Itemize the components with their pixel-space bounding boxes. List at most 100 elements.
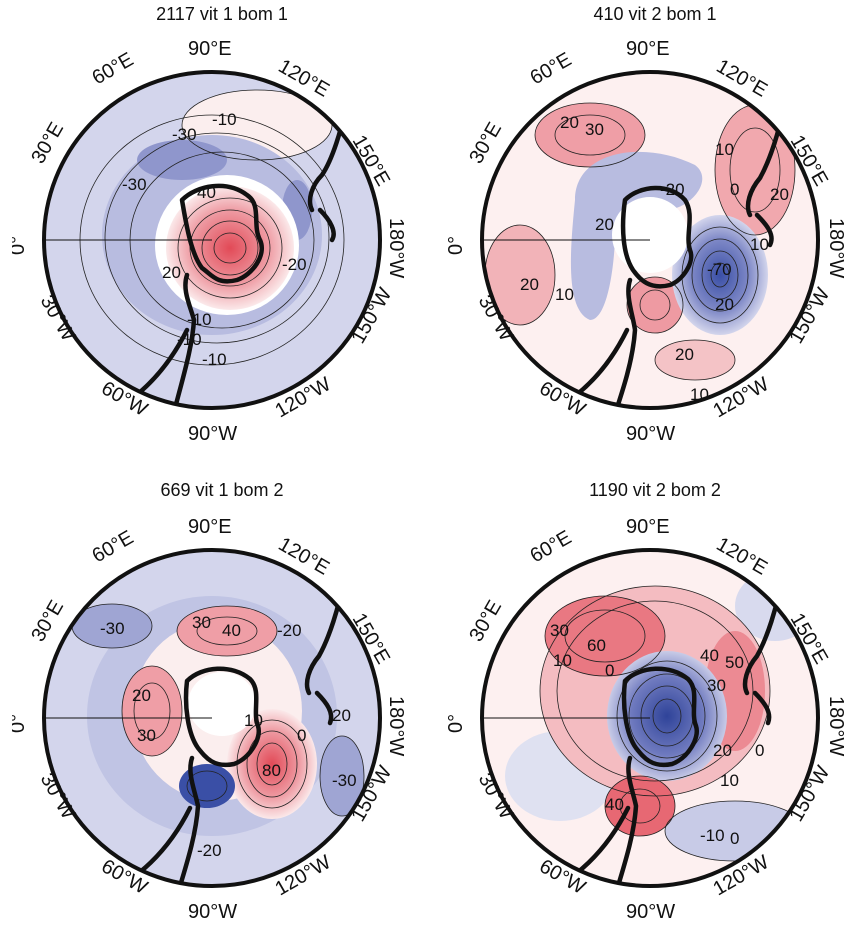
lon-label-0: 0° (12, 236, 29, 255)
contour-label: -20 (197, 841, 222, 860)
panel-title: 410 vit 2 bom 1 (593, 4, 717, 24)
contour-label: 20 (332, 706, 351, 725)
contour-label: -10 (212, 110, 237, 129)
map-panel-4: 1190 vit 2 bom 2 (445, 476, 865, 931)
contour-label: -30 (332, 771, 357, 790)
contour-label: 10 (244, 711, 263, 730)
contour-label: 20 (162, 263, 181, 282)
contour-label: 10 (720, 771, 739, 790)
positive-anomaly (627, 277, 683, 333)
contour-label: 10 (553, 651, 572, 670)
map-frame (480, 548, 820, 888)
contour-label: 0 (730, 180, 739, 199)
contour-label: 20 (520, 275, 539, 294)
negative-core (72, 604, 152, 648)
contour-labels: -30 30 40 -20 20 30 10 80 0 20 -30 -20 (100, 613, 357, 860)
positive-anomaly (535, 103, 645, 167)
lon-label-90e: 90°E (188, 38, 232, 60)
contour-label: 20 (132, 686, 151, 705)
map-panel-3: 669 vit 1 bom 2 (12, 476, 432, 931)
zero-ring (612, 197, 688, 273)
contour-label: 50 (725, 653, 744, 672)
lon-label-90w: 90°W (188, 423, 237, 445)
positive-anomaly (485, 225, 555, 325)
lon-label-0: 0° (445, 714, 467, 733)
contour-label: 20 (595, 215, 614, 234)
contour-label: 80 (262, 761, 281, 780)
contour-label: 40 (605, 795, 624, 814)
panel-title: 2117 vit 1 bom 1 (156, 4, 288, 24)
contour-label: -20 (282, 255, 307, 274)
contour-label: 40 (197, 183, 216, 202)
negative-core (137, 140, 227, 180)
contour-label: 40 (222, 621, 241, 640)
contour-label: 20 (715, 295, 734, 314)
map-frame (42, 70, 382, 410)
lon-label-0: 0° (445, 236, 467, 255)
contour-label: 30 (192, 613, 211, 632)
contour-label: 20 (675, 345, 694, 364)
contour-label: 10 (555, 285, 574, 304)
polar-map: 10 60 30 0 40 50 30 20 0 10 40 -10 0 90°… (445, 516, 847, 923)
contour-label: 30 (137, 726, 156, 745)
lon-label-180w: 180°W (825, 218, 847, 278)
contour-label: 40 (700, 646, 719, 665)
lon-label-60e: 60°E (527, 526, 576, 567)
contour-label: 20 (713, 741, 732, 760)
panel-title: 669 vit 1 bom 2 (160, 480, 284, 500)
positive-anomaly (655, 340, 735, 380)
panel-title: 1190 vit 2 bom 2 (589, 480, 721, 500)
map-panel-1: 2117 vit 1 bom 1 (12, 0, 432, 455)
positive-core (227, 709, 317, 819)
lon-label-180w: 180°W (385, 696, 407, 756)
lon-label-90w: 90°W (626, 423, 675, 445)
polar-map: -10 -30 -30 40 20 -20 -10 -10 -10 90°E 6… (12, 38, 407, 445)
map-panel-2: 410 vit 2 bom 1 (445, 0, 865, 455)
contour-label: -10 (202, 350, 227, 369)
contour-label: 30 (550, 621, 569, 640)
negative-anomaly (570, 151, 703, 320)
negative-core (672, 215, 768, 335)
contour-label: 30 (585, 120, 604, 139)
contour-label: 60 (587, 636, 606, 655)
contour-label: -10 (187, 310, 212, 329)
lon-label-90e: 90°E (626, 38, 670, 60)
contour-labels: 10 60 30 0 40 50 30 20 0 10 40 -10 0 (550, 621, 764, 848)
lon-label-180w: 180°W (385, 218, 407, 278)
contour-label: 20 (560, 113, 579, 132)
contour-label: -10 (700, 826, 725, 845)
contour-label: 10 (750, 235, 769, 254)
polar-map: 20 30 10 0 20 -20 20 10 -70 20 10 20 20 … (445, 38, 847, 445)
lon-label-180w: 180°W (825, 696, 847, 756)
lon-label-60e: 60°E (89, 526, 138, 567)
positive-core (166, 186, 294, 310)
contour-label: 0 (605, 661, 614, 680)
lon-label-90w: 90°W (188, 901, 237, 923)
lon-label-60e: 60°E (89, 48, 138, 89)
contour-label: 0 (730, 829, 739, 848)
polar-map: -30 30 40 -20 20 30 10 80 0 20 -30 -20 9… (12, 516, 407, 923)
positive-anomaly (177, 606, 277, 656)
contour-label: 10 (715, 140, 734, 159)
contour-label: -10 (177, 330, 202, 349)
map-frame (480, 70, 820, 410)
zero-ring (188, 672, 256, 736)
contour-labels: -10 -30 -30 40 20 -20 -10 -10 -10 (122, 110, 307, 369)
lon-label-90e: 90°E (188, 516, 232, 538)
lon-label-90w: 90°W (626, 901, 675, 923)
lon-label-90e: 90°E (626, 516, 670, 538)
contour-label: 0 (297, 726, 306, 745)
contour-labels: 20 30 10 0 20 -20 20 10 -70 20 10 20 20 … (520, 113, 789, 404)
contour-label: -30 (100, 619, 125, 638)
lon-label-60e: 60°E (527, 48, 576, 89)
map-frame (42, 548, 382, 888)
contour-label: 20 (770, 185, 789, 204)
positive-anomaly (122, 666, 182, 756)
contour-label: 30 (707, 676, 726, 695)
lon-label-0: 0° (12, 714, 29, 733)
contour-label: 0 (755, 741, 764, 760)
contour-label: -30 (172, 125, 197, 144)
contour-label: -20 (660, 180, 685, 199)
contour-label: -20 (277, 621, 302, 640)
contour-label: -70 (707, 260, 732, 279)
